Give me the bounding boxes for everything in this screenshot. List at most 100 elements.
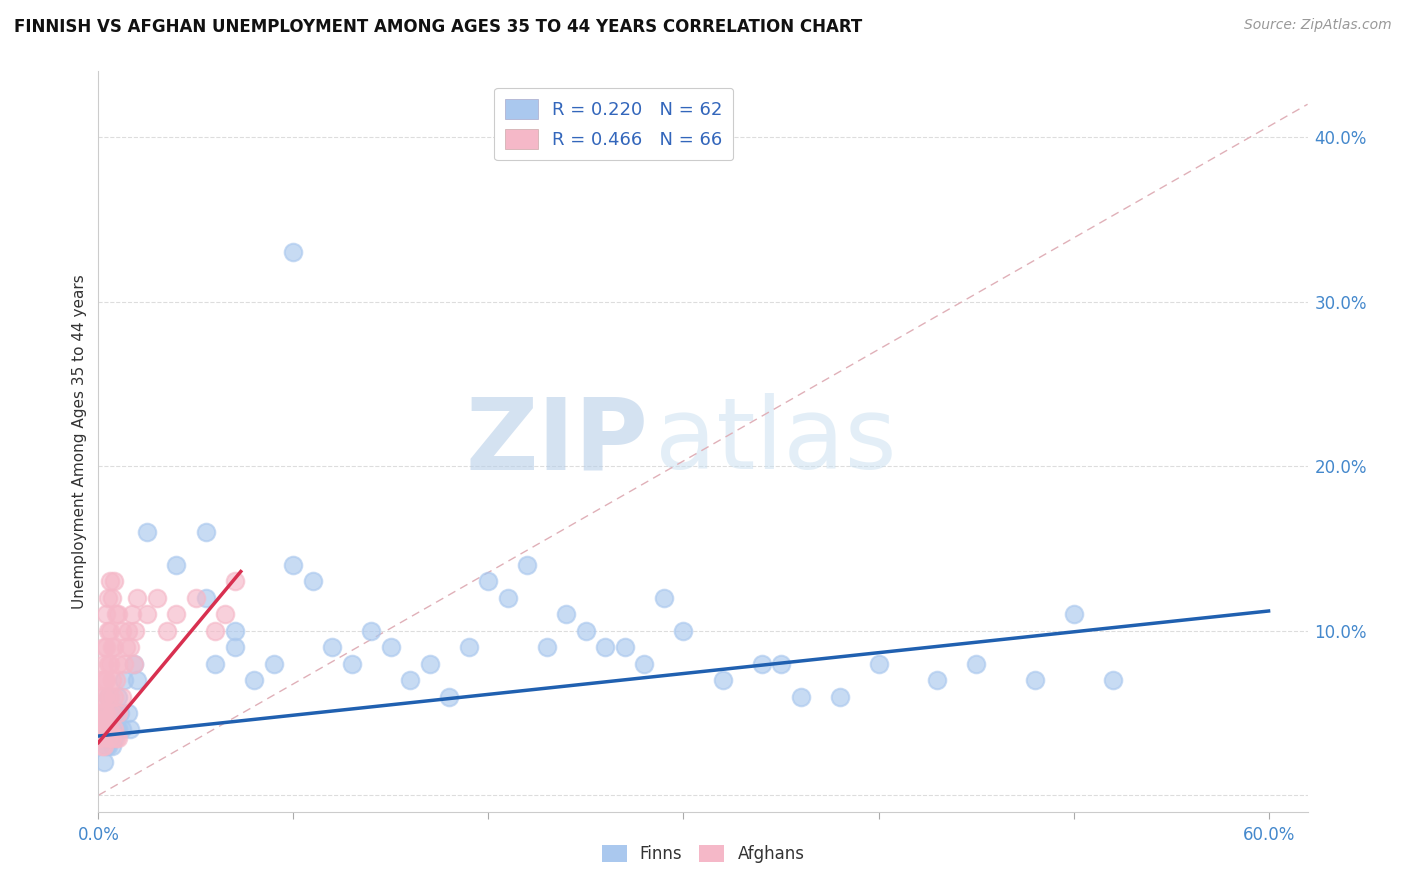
Afghans: [97, 723, 120, 737]
Afghans: [118, 640, 141, 655]
Finns: [751, 657, 773, 671]
Finns: [194, 524, 217, 539]
Afghans: [114, 640, 136, 655]
Finns: [575, 624, 598, 638]
Finns: [789, 690, 811, 704]
Afghans: [224, 574, 246, 589]
Finns: [96, 739, 118, 753]
Finns: [340, 657, 363, 671]
Finns: [477, 574, 499, 589]
Finns: [104, 723, 127, 737]
Finns: [165, 558, 187, 572]
Afghans: [93, 640, 115, 655]
Afghans: [146, 591, 169, 605]
Finns: [204, 657, 226, 671]
Afghans: [214, 607, 236, 622]
Finns: [283, 558, 305, 572]
Finns: [93, 706, 115, 720]
Finns: [711, 673, 734, 687]
Finns: [633, 657, 655, 671]
Afghans: [103, 574, 125, 589]
Afghans: [91, 706, 114, 720]
Text: atlas: atlas: [655, 393, 896, 490]
Text: FINNISH VS AFGHAN UNEMPLOYMENT AMONG AGES 35 TO 44 YEARS CORRELATION CHART: FINNISH VS AFGHAN UNEMPLOYMENT AMONG AGE…: [14, 18, 862, 36]
Afghans: [93, 690, 115, 704]
Afghans: [101, 673, 124, 687]
Finns: [555, 607, 578, 622]
Text: Source: ZipAtlas.com: Source: ZipAtlas.com: [1244, 18, 1392, 32]
Finns: [302, 574, 325, 589]
Afghans: [107, 657, 129, 671]
Afghans: [93, 673, 115, 687]
Finns: [614, 640, 637, 655]
Finns: [1024, 673, 1046, 687]
Finns: [536, 640, 558, 655]
Finns: [399, 673, 422, 687]
Finns: [652, 591, 675, 605]
Afghans: [103, 690, 125, 704]
Afghans: [101, 706, 124, 720]
Afghans: [121, 607, 143, 622]
Finns: [103, 706, 125, 720]
Finns: [868, 657, 890, 671]
Afghans: [98, 723, 121, 737]
Afghans: [91, 673, 114, 687]
Afghans: [93, 706, 115, 720]
Afghans: [117, 624, 139, 638]
Finns: [224, 640, 246, 655]
Finns: [108, 706, 131, 720]
Afghans: [101, 731, 124, 745]
Afghans: [97, 731, 120, 745]
Finns: [965, 657, 987, 671]
Finns: [97, 739, 120, 753]
Afghans: [111, 624, 134, 638]
Afghans: [89, 731, 111, 745]
Finns: [127, 673, 149, 687]
Afghans: [96, 607, 118, 622]
Afghans: [127, 591, 149, 605]
Afghans: [97, 690, 120, 704]
Finns: [496, 591, 519, 605]
Finns: [111, 723, 134, 737]
Finns: [419, 657, 441, 671]
Finns: [1063, 607, 1085, 622]
Afghans: [104, 731, 127, 745]
Afghans: [101, 591, 124, 605]
Finns: [263, 657, 285, 671]
Finns: [283, 245, 305, 260]
Finns: [439, 690, 461, 704]
Afghans: [91, 739, 114, 753]
Afghans: [89, 714, 111, 729]
Afghans: [165, 607, 187, 622]
Afghans: [97, 624, 120, 638]
Finns: [97, 690, 120, 704]
Finns: [769, 657, 792, 671]
Finns: [595, 640, 617, 655]
Finns: [107, 723, 129, 737]
Finns: [672, 624, 695, 638]
Afghans: [104, 673, 127, 687]
Finns: [458, 640, 481, 655]
Finns: [91, 723, 114, 737]
Finns: [112, 673, 135, 687]
Afghans: [122, 657, 145, 671]
Afghans: [98, 624, 121, 638]
Afghans: [111, 690, 134, 704]
Afghans: [89, 706, 111, 720]
Finns: [194, 591, 217, 605]
Afghans: [91, 690, 114, 704]
Afghans: [96, 673, 118, 687]
Afghans: [112, 657, 135, 671]
Finns: [360, 624, 382, 638]
Afghans: [107, 706, 129, 720]
Afghans: [124, 624, 146, 638]
Finns: [224, 624, 246, 638]
Afghans: [101, 640, 124, 655]
Finns: [828, 690, 851, 704]
Legend: Finns, Afghans: Finns, Afghans: [595, 838, 811, 870]
Afghans: [96, 723, 118, 737]
Afghans: [103, 640, 125, 655]
Finns: [1101, 673, 1123, 687]
Afghans: [93, 739, 115, 753]
Afghans: [107, 731, 129, 745]
